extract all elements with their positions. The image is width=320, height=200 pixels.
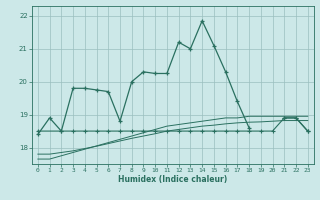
X-axis label: Humidex (Indice chaleur): Humidex (Indice chaleur): [118, 175, 228, 184]
